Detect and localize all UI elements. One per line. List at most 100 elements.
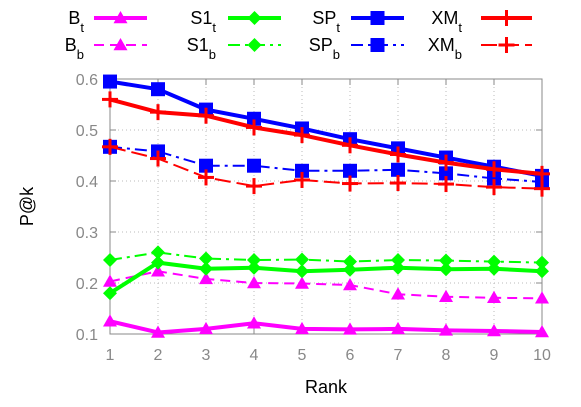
data-point <box>247 111 261 126</box>
x-tick-label: 3 <box>202 347 211 364</box>
x-tick-label: 7 <box>394 347 403 364</box>
data-point <box>343 163 357 178</box>
data-point <box>342 137 358 154</box>
data-point <box>439 323 453 336</box>
legend-entry: S1b <box>187 35 281 62</box>
legend-entry: XMt <box>431 8 532 35</box>
y-tick-label: 0.4 <box>76 174 98 191</box>
data-point <box>342 175 358 192</box>
legend-marker <box>113 11 128 24</box>
series-b-t <box>103 314 549 338</box>
legend-label: SPt <box>312 8 340 35</box>
data-point <box>103 253 117 268</box>
data-point <box>103 314 117 327</box>
data-point <box>103 74 117 89</box>
legend-entry: XMb <box>428 35 532 62</box>
data-point <box>295 276 309 289</box>
series-line <box>109 270 543 300</box>
data-point <box>247 260 261 275</box>
legend-label: XMb <box>428 35 462 62</box>
y-axis-label: P@k <box>17 186 37 226</box>
data-point <box>487 171 501 186</box>
x-tick-label: 1 <box>106 347 115 364</box>
legend-marker <box>498 37 515 53</box>
x-tick-label: 6 <box>346 347 355 364</box>
data-point <box>295 252 309 267</box>
data-point <box>151 82 165 97</box>
data-point <box>438 154 454 171</box>
data-point <box>150 104 166 121</box>
legend-marker <box>113 38 128 51</box>
data-point <box>535 264 549 279</box>
legend-entry: Bt <box>68 8 147 35</box>
data-point <box>391 287 405 300</box>
data-point <box>295 264 309 279</box>
data-point <box>439 166 453 181</box>
data-point <box>247 253 261 268</box>
data-point <box>391 253 405 268</box>
y-tick-label: 0.3 <box>76 225 98 242</box>
data-point <box>295 163 309 178</box>
data-point <box>247 158 261 173</box>
data-point <box>390 146 406 163</box>
data-point <box>103 274 117 287</box>
y-tick-label: 0.1 <box>76 327 98 344</box>
data-point <box>438 176 454 193</box>
data-point <box>486 161 502 178</box>
series-xm-t <box>102 91 550 182</box>
x-axis-label: Rank <box>305 377 348 397</box>
data-point <box>439 253 453 268</box>
data-point <box>343 254 357 269</box>
data-point <box>343 262 357 277</box>
data-point <box>534 165 550 182</box>
series-line <box>109 251 543 264</box>
data-point <box>103 286 117 301</box>
data-point <box>535 291 549 304</box>
legend-label: S1b <box>187 35 216 62</box>
data-point <box>487 261 501 276</box>
data-point <box>295 321 309 335</box>
legend-label: XMt <box>431 8 462 35</box>
legend-label: S1t <box>190 8 216 35</box>
series-line <box>108 260 543 295</box>
x-tick-label: 5 <box>298 347 307 364</box>
legend-marker <box>370 11 385 25</box>
data-point <box>439 262 453 277</box>
legend-entry: Bb <box>65 35 147 62</box>
data-point <box>151 325 165 338</box>
series-line <box>109 97 543 176</box>
y-tick-label: 0.2 <box>76 276 98 293</box>
y-tick-label: 0.6 <box>76 72 98 89</box>
data-point <box>199 261 213 276</box>
x-tick-label: 4 <box>250 347 259 364</box>
series-line <box>109 319 543 335</box>
legend-label: SPb <box>309 35 340 62</box>
data-point <box>391 162 405 177</box>
series-line <box>109 145 543 190</box>
data-point <box>102 138 118 155</box>
data-point <box>199 158 213 173</box>
data-point <box>391 260 405 275</box>
x-tick-label: 10 <box>533 347 551 364</box>
data-point <box>199 271 213 285</box>
data-point <box>486 179 502 196</box>
series-line <box>109 79 543 178</box>
data-point <box>294 171 310 188</box>
legend-label: Bt <box>68 8 84 35</box>
data-point <box>151 264 165 277</box>
data-point <box>247 276 261 289</box>
data-point <box>534 180 550 197</box>
data-point <box>390 175 406 192</box>
series-line <box>109 145 543 184</box>
data-point <box>535 324 549 338</box>
legend-entry: SPt <box>312 8 404 35</box>
data-point <box>247 316 261 329</box>
data-point <box>391 321 405 335</box>
series-s1-b <box>103 245 549 270</box>
data-point <box>199 251 213 266</box>
data-point <box>199 321 213 335</box>
legend-marker <box>247 11 262 25</box>
data-point <box>294 127 310 144</box>
data-point <box>198 107 214 124</box>
